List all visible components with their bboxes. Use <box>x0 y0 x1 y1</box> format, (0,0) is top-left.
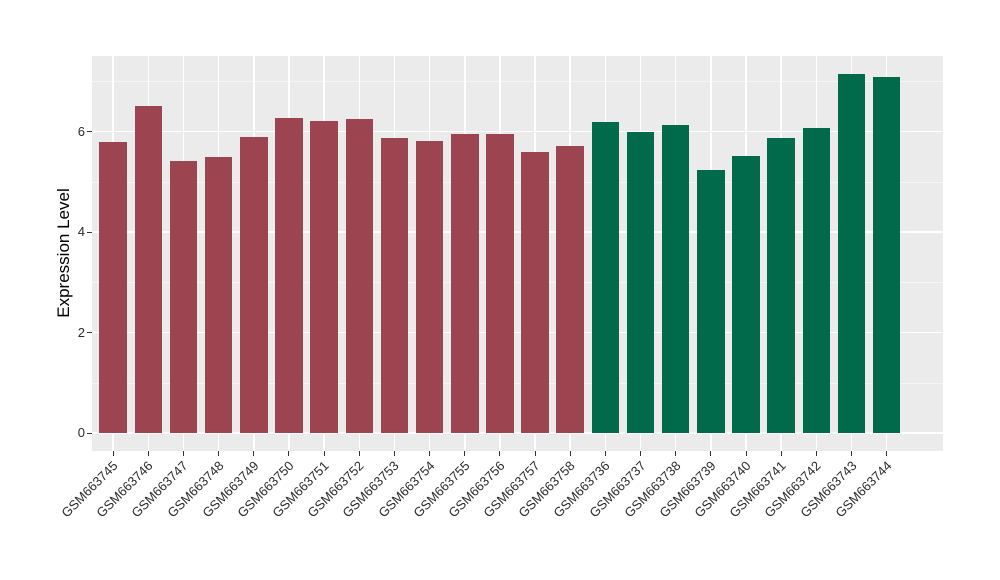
bar-GSM663740 <box>732 156 760 433</box>
y-axis-title: Expression Level <box>54 188 73 318</box>
gridline-minor-horizontal <box>92 181 943 183</box>
y-tick-label: 0 <box>77 425 85 440</box>
x-tick-mark <box>464 451 466 456</box>
bar-GSM663751 <box>310 121 338 433</box>
x-tick-mark <box>393 451 395 456</box>
x-tick-mark <box>499 451 501 456</box>
bar-GSM663738 <box>661 124 690 433</box>
y-tick-label: 2 <box>77 324 85 340</box>
bar-GSM663752 <box>345 119 373 433</box>
y-tick-mark <box>87 332 92 333</box>
gridline-major-horizontal <box>92 432 943 434</box>
x-tick-mark <box>429 451 431 456</box>
gridline-minor-horizontal <box>92 282 943 284</box>
x-tick-mark <box>675 451 677 456</box>
bar-GSM663756 <box>486 133 514 433</box>
bar-GSM663748 <box>204 156 233 433</box>
bar-GSM663744 <box>872 77 901 433</box>
x-tick-mark <box>851 451 853 456</box>
bar-GSM663736 <box>591 121 620 433</box>
x-tick-mark <box>745 451 747 456</box>
gridline-major-horizontal <box>92 331 943 334</box>
bar-GSM663739 <box>697 170 725 433</box>
y-tick-label: 4 <box>77 224 85 239</box>
bar-GSM663741 <box>767 137 795 433</box>
gridline-minor-horizontal <box>92 382 943 384</box>
y-tick-mark <box>87 231 92 233</box>
bar-GSM663754 <box>415 141 444 433</box>
x-tick-mark <box>288 451 290 456</box>
x-tick-mark <box>182 451 184 456</box>
x-tick-mark <box>253 451 255 456</box>
x-tick-mark <box>569 451 571 456</box>
bar-GSM663745 <box>99 141 127 433</box>
bar-GSM663750 <box>275 117 303 433</box>
x-tick-mark <box>710 451 712 456</box>
bar-GSM663757 <box>521 151 549 433</box>
gridline-minor-horizontal <box>92 81 943 83</box>
x-tick-mark <box>780 451 782 456</box>
x-tick-mark <box>218 451 220 456</box>
gridline-major-horizontal <box>92 130 943 133</box>
y-tick-mark <box>87 432 92 434</box>
bar-GSM663758 <box>556 145 584 433</box>
bar-GSM663755 <box>451 134 479 433</box>
plot-panel <box>92 56 943 451</box>
bar-GSM663753 <box>380 137 409 433</box>
y-tick-mark <box>87 131 92 132</box>
bar-GSM663746 <box>134 105 162 433</box>
x-tick-mark <box>886 451 888 456</box>
x-tick-mark <box>534 451 536 456</box>
bar-GSM663743 <box>837 74 866 433</box>
x-tick-mark <box>640 451 642 456</box>
x-tick-mark <box>147 451 149 456</box>
x-tick-mark <box>358 451 360 456</box>
y-tick-label: 6 <box>77 123 85 139</box>
x-tick-mark <box>815 451 817 456</box>
x-tick-mark <box>323 451 325 456</box>
bar-GSM663737 <box>626 131 655 433</box>
bar-GSM663749 <box>240 136 268 433</box>
gridline-major-horizontal <box>92 231 943 233</box>
bar-GSM663742 <box>802 127 831 433</box>
bar-GSM663747 <box>169 160 198 433</box>
x-tick-mark <box>604 451 606 456</box>
x-tick-mark <box>112 451 114 456</box>
